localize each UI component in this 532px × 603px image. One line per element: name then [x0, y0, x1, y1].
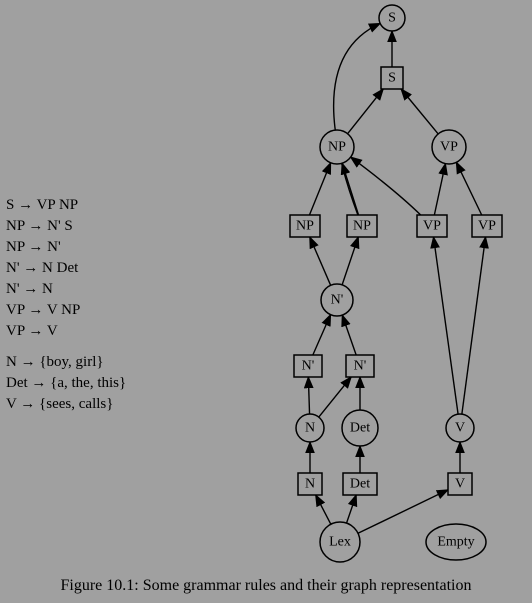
graph-edge — [310, 237, 331, 285]
graph-node-label: N — [305, 477, 315, 492]
graph-node-label: V — [455, 421, 465, 436]
grammar-graph: S S NP VP NP NP VP VP N' N' N' N Det V N Det V Lex Empty — [0, 0, 532, 580]
graph-node-label: NP — [328, 140, 346, 155]
graph-node-label: NP — [296, 219, 314, 234]
graph-edge — [462, 237, 486, 414]
graph-node-label: Det — [350, 421, 370, 436]
graph-node-label: NP — [353, 219, 371, 234]
caption-text: Figure 10.1: Some grammar rules and thei… — [61, 577, 472, 594]
figure-caption: Figure 10.1: Some grammar rules and thei… — [0, 577, 532, 595]
graph-edge — [434, 237, 459, 414]
graph-node-label: N' — [354, 359, 367, 374]
graph-node-label: VP — [478, 219, 496, 234]
graph-edge — [434, 164, 445, 215]
graph-node-label: N' — [331, 293, 344, 308]
graph-edge — [401, 89, 438, 134]
graph-edge — [319, 377, 351, 417]
graph-edge — [358, 490, 448, 533]
graph-node-label: N — [305, 421, 315, 436]
graph-edge — [348, 89, 384, 134]
graph-edge — [309, 163, 330, 215]
graph-node-label: V — [455, 477, 465, 492]
graph-edge — [313, 315, 331, 355]
graph-node-label: N' — [302, 359, 315, 374]
graph-node-label: S — [388, 11, 396, 26]
graph-edge-curved — [351, 157, 421, 215]
graph-node-label: VP — [440, 140, 458, 155]
graph-node-label: S — [388, 71, 396, 86]
graph-edge — [456, 162, 481, 215]
graph-edge — [342, 163, 358, 215]
graph-edge — [316, 495, 331, 524]
graph-node-label: Empty — [437, 535, 474, 550]
graph-edge — [342, 237, 358, 285]
graph-edge — [342, 315, 356, 355]
graph-node-label: Lex — [329, 535, 351, 550]
graph-node-label: VP — [423, 219, 441, 234]
graph-edge — [347, 495, 357, 523]
graph-edge-curved — [334, 23, 381, 215]
graph-node-label: Det — [350, 477, 370, 492]
graph-edge — [308, 377, 309, 414]
